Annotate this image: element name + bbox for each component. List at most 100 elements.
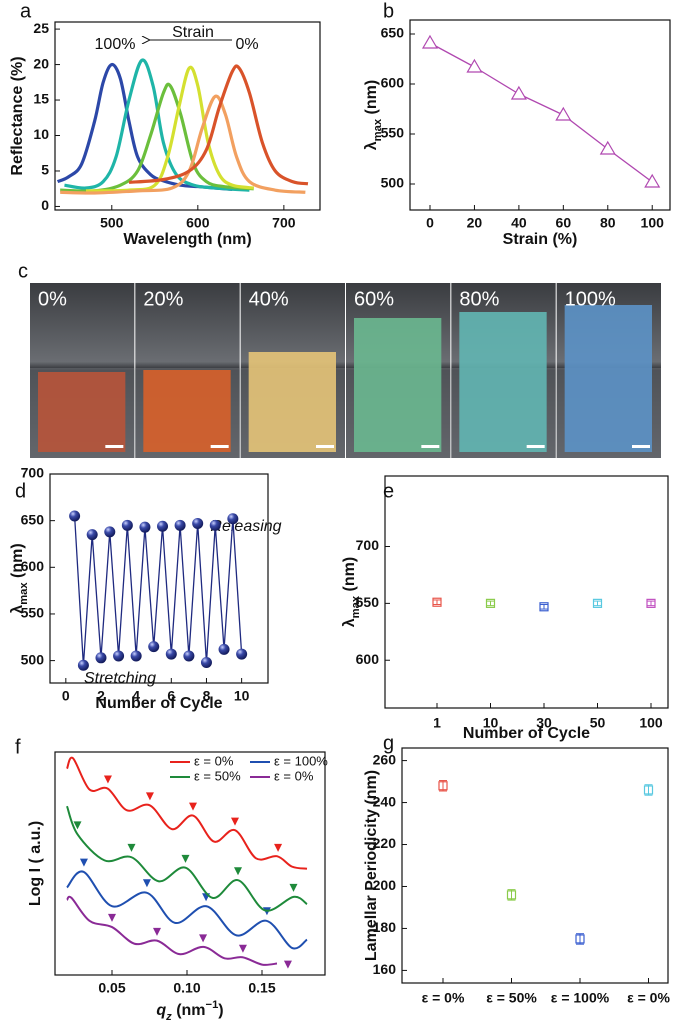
x-tick-label: ε = 0% (627, 990, 670, 1006)
label-part: Wavelength (nm) (123, 231, 251, 248)
sphere-marker (77, 659, 89, 671)
y-tick-label: 180 (373, 919, 397, 935)
triangle-marker (466, 58, 483, 73)
y-axis-label: Lamellar Periodicity (nm) (363, 770, 380, 961)
annotation: 100% (95, 36, 136, 53)
label-part: max (18, 582, 30, 605)
x-tick-label: 500 (100, 215, 124, 231)
legend-label: ε = 50% (194, 768, 241, 783)
sphere-marker (209, 519, 221, 531)
sphere-marker (165, 648, 177, 660)
peak-marker (153, 927, 161, 936)
point-marker (575, 934, 585, 944)
series-line (128, 64, 309, 186)
point-marker (646, 598, 656, 608)
peak-marker (142, 879, 151, 888)
y-axis-label: Reflectance (%) (9, 56, 26, 175)
label-part: Lamellar Periodicity (nm) (363, 770, 380, 961)
sphere-marker (121, 519, 133, 531)
y-tick-label: 550 (21, 605, 45, 621)
film (459, 312, 547, 452)
y-tick-label: 260 (373, 751, 397, 767)
point-marker (485, 598, 496, 608)
series-line (66, 756, 308, 870)
y-tick-label: 220 (373, 835, 397, 851)
y-axis-label: Log I ( a.u.) (27, 821, 44, 906)
legend-label: ε = 100% (274, 753, 328, 768)
x-tick-label: 0.05 (98, 980, 125, 996)
x-axis-label: Wavelength (nm) (123, 231, 251, 248)
panel-letter: e (383, 480, 394, 502)
plot-frame (54, 751, 326, 976)
x-tick-label: 100 (641, 215, 665, 231)
x-tick-label: 8 (203, 688, 211, 704)
label-part: Strain (%) (503, 231, 578, 248)
y-tick-label: 5 (41, 162, 49, 178)
y-tick-label: 650 (381, 25, 405, 41)
y-tick-label: 700 (21, 465, 45, 481)
scale-bar (210, 445, 229, 448)
triangle-marker (644, 173, 661, 188)
x-tick-label: 700 (272, 215, 296, 231)
x-axis-label: Number of Cycle (463, 725, 590, 742)
x-tick-label: 10 (234, 688, 250, 704)
panel-letter: c (18, 260, 28, 282)
x-tick-label: 0 (426, 215, 434, 231)
x-tick-label: 60 (556, 215, 572, 231)
label-part: max (372, 118, 384, 141)
y-tick-label: 550 (381, 125, 405, 141)
x-tick-label: 6 (167, 688, 175, 704)
series-line (66, 895, 278, 966)
label-part: Log I ( a.u.) (27, 821, 44, 906)
scale-bar (316, 445, 334, 448)
sphere-marker (218, 643, 230, 655)
x-tick-label: ε = 100% (551, 990, 610, 1006)
sphere-marker (139, 521, 151, 533)
triangle-marker (599, 140, 616, 155)
y-tick-label: 600 (356, 651, 380, 667)
peak-marker (73, 821, 82, 830)
y-tick-label: 0 (41, 197, 49, 213)
peak-marker (79, 858, 88, 867)
x-tick-label: 50 (590, 715, 606, 731)
point-marker (539, 602, 549, 612)
plot-frame (54, 21, 321, 211)
panel-letter: b (383, 0, 394, 22)
peak-marker (127, 843, 136, 852)
point-marker (438, 781, 448, 791)
x-tick-label: 1 (433, 715, 441, 731)
y-tick-label: 650 (21, 511, 45, 527)
y-tick-label: 500 (381, 175, 405, 191)
peak-marker (103, 775, 112, 784)
annotation: Releasing (210, 518, 281, 535)
sphere-marker (227, 513, 239, 525)
sphere-marker (113, 650, 125, 662)
series-line (64, 58, 250, 192)
panel-letter: g (383, 732, 394, 754)
x-tick-label: 0 (62, 688, 70, 704)
peak-marker (234, 867, 242, 876)
strain-label: 60% (354, 288, 394, 310)
panel-letter: f (15, 736, 21, 758)
strain-label: 0% (38, 288, 67, 310)
annotation: 0% (235, 36, 258, 53)
label-part: (nm) (363, 80, 380, 119)
film (564, 305, 652, 452)
peak-marker (145, 792, 154, 801)
y-axis-label: λmax (nm) (341, 557, 362, 627)
plot-frame (49, 473, 269, 684)
label-part: Number of Cycle (463, 725, 590, 742)
sphere-marker (174, 519, 186, 531)
series-line (66, 870, 308, 950)
y-tick-label: 700 (356, 537, 380, 553)
film (354, 318, 442, 452)
sphere-marker (157, 520, 169, 532)
series-line (73, 515, 243, 666)
triangle-marker (421, 34, 439, 49)
sphere-marker (104, 526, 116, 538)
legend-label: ε = 0% (194, 753, 234, 768)
sphere-marker (236, 648, 248, 660)
y-tick-label: 10 (33, 126, 49, 142)
x-tick-label: 2 (97, 688, 105, 704)
y-tick-label: 500 (21, 651, 45, 667)
